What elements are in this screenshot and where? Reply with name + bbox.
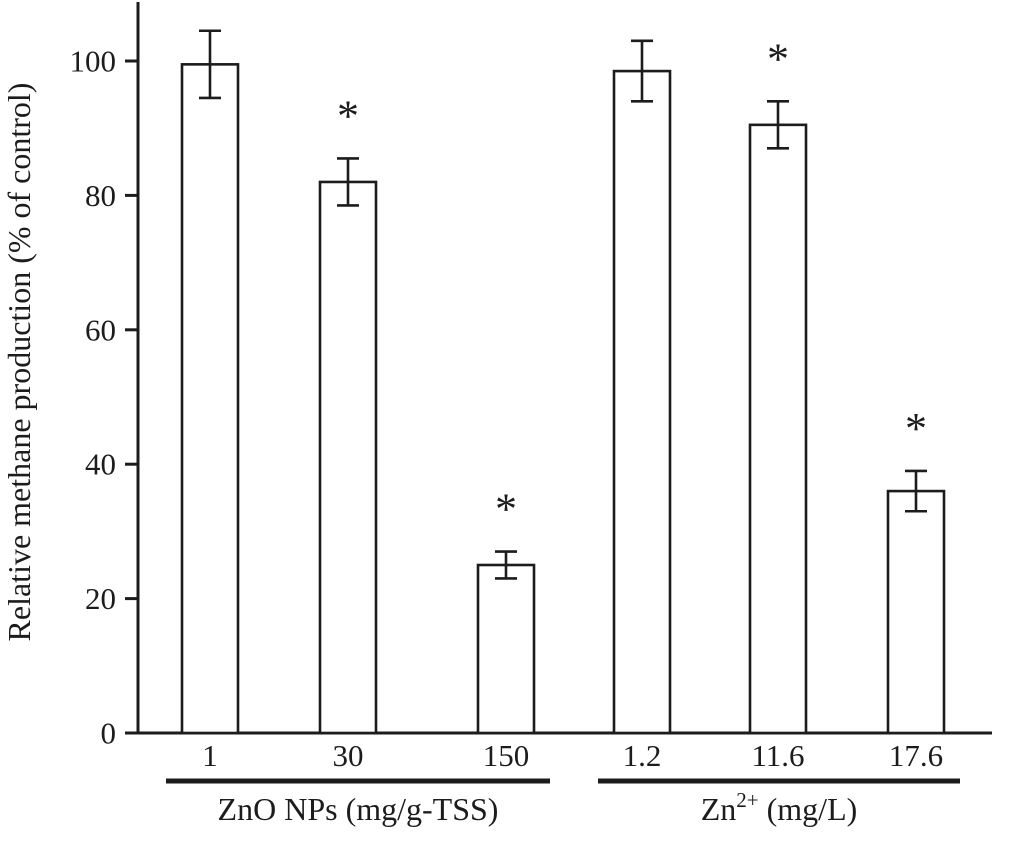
bar [318,180,378,735]
significance-asterisk: * [337,91,359,140]
x-category-label: 150 [483,738,530,773]
x-category-label: 1.2 [623,738,662,773]
y-tick-label: 0 [101,716,117,751]
y-axis-title: Relative methane production (% of contro… [1,83,37,642]
bar [748,123,808,735]
y-tick-label: 80 [85,178,116,213]
x-category-label: 30 [333,738,364,773]
bar [612,69,672,735]
x-category-label: 11.6 [751,738,804,773]
x-category-label: 1 [202,738,218,773]
group-label: Zn2+ (mg/L) [701,788,858,827]
y-tick-label: 100 [70,44,117,79]
x-category-label: 17.6 [889,738,943,773]
significance-asterisk: * [905,404,927,453]
bar [886,489,946,735]
y-tick-label: 40 [85,447,116,482]
significance-asterisk: * [495,485,517,534]
bar [476,563,536,735]
y-tick-label: 60 [85,312,116,347]
group-label: ZnO NPs (mg/g-TSS) [218,791,499,827]
bar [180,63,240,735]
y-tick-label: 20 [85,581,116,616]
significance-asterisk: * [767,34,789,83]
